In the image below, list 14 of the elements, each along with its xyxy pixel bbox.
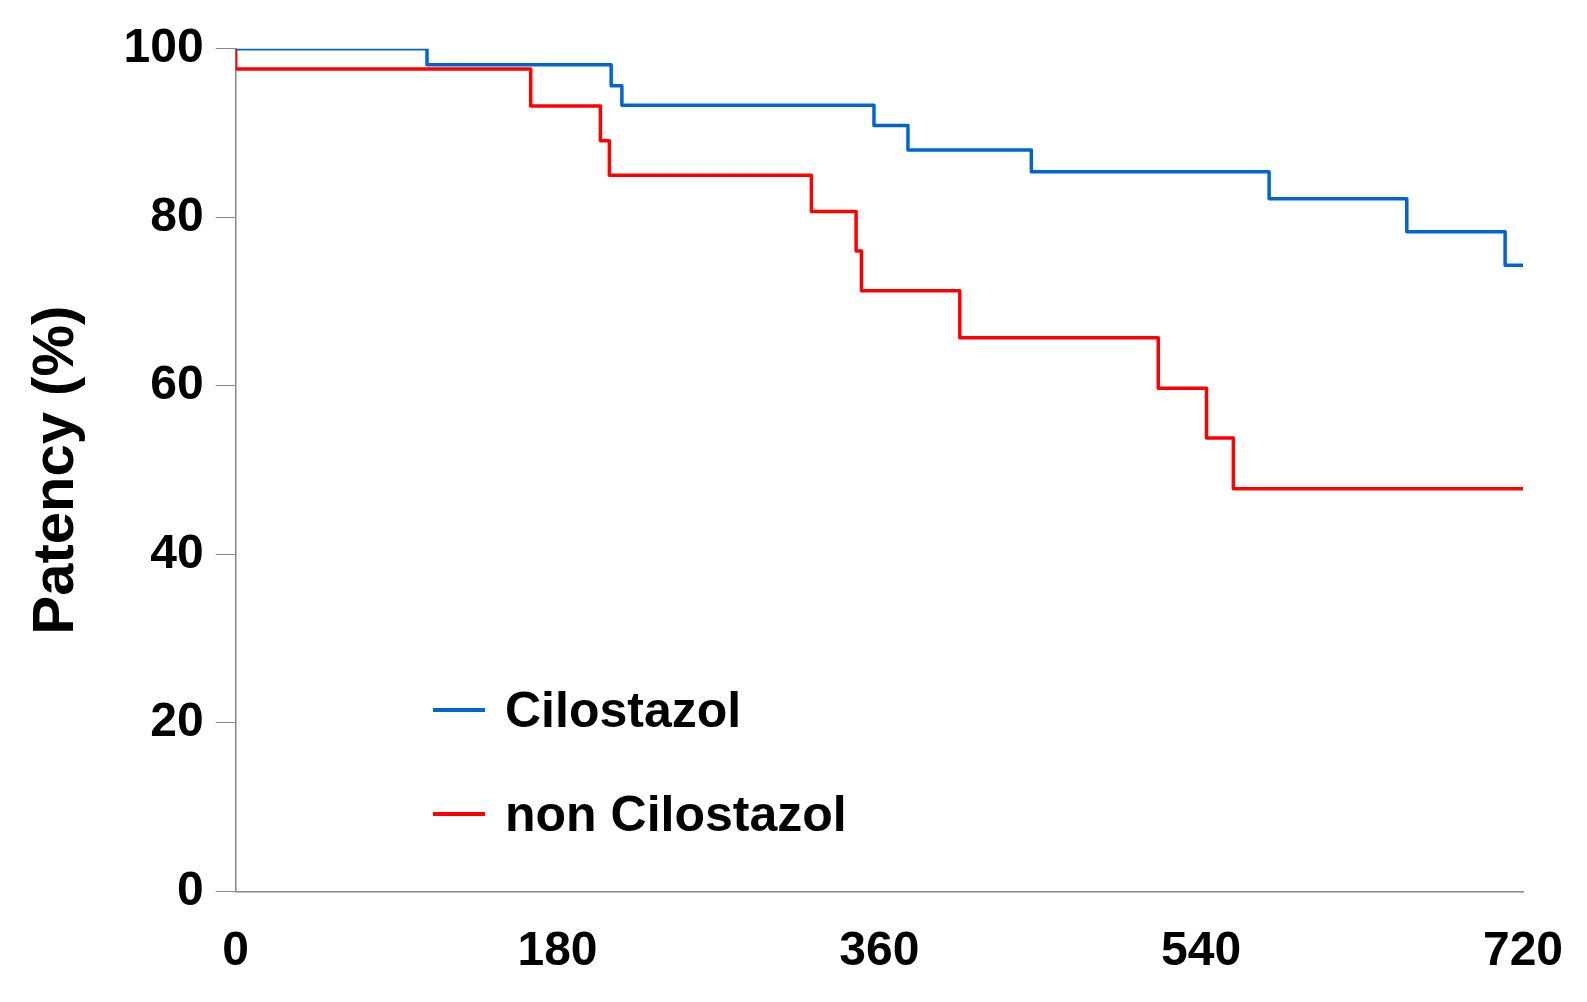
legend-label: Cilostazol	[505, 681, 742, 739]
legend-label: non Cilostazol	[505, 785, 847, 843]
y-axis-title: Patency (%)	[19, 305, 85, 635]
x-tick-label: 0	[222, 922, 250, 976]
y-tick-label: 20	[150, 693, 204, 747]
x-tick-label: 540	[1161, 922, 1242, 976]
x-tick-label: 180	[517, 922, 598, 976]
y-tick-label: 0	[176, 861, 204, 915]
y-tick-label: 80	[150, 187, 204, 241]
y-tick-label: 100	[123, 19, 204, 73]
y-tick-label: 60	[150, 356, 204, 410]
x-tick-label: 720	[1482, 922, 1564, 976]
x-tick-label: 360	[839, 922, 920, 976]
y-tick-label: 40	[150, 524, 204, 578]
